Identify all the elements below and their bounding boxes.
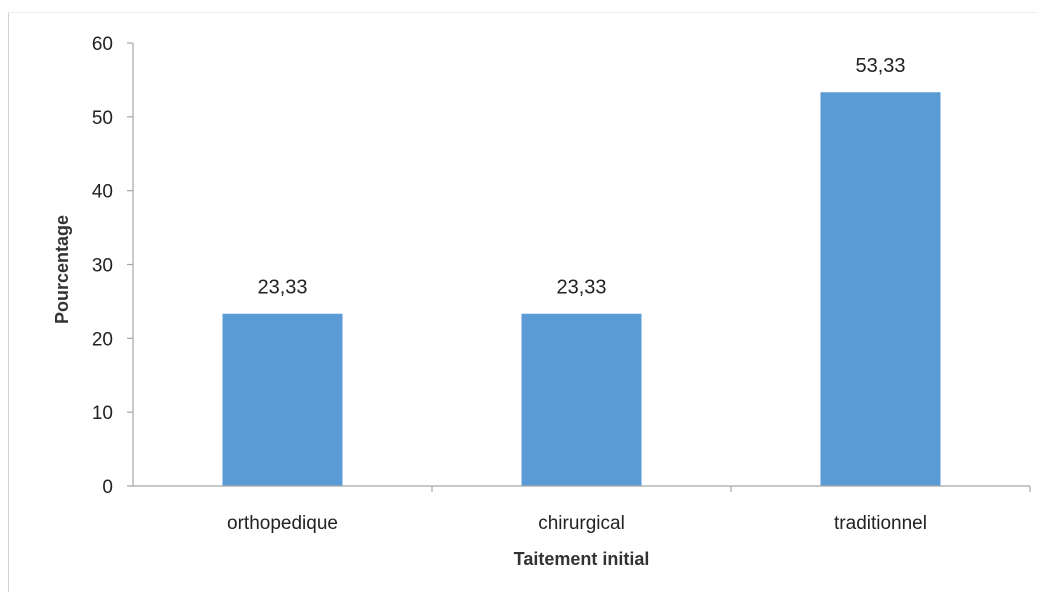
y-tick-label: 0 <box>102 477 113 498</box>
y-tick-label: 30 <box>92 256 113 277</box>
bar-traditionnel <box>820 92 941 487</box>
x-axis-title: Taitement initial <box>514 549 650 569</box>
data-label-chirurgical: 23,33 <box>556 277 606 299</box>
x-tick-label-orthopedique: orthopedique <box>227 513 338 534</box>
data-labels: 23,33 23,33 53,33 <box>257 55 905 299</box>
y-axis-title: Pourcentage <box>52 215 72 324</box>
x-tick-label-traditionnel: traditionnel <box>834 513 927 534</box>
bars <box>222 92 941 487</box>
data-label-traditionnel: 53,33 <box>855 55 905 77</box>
x-tick-label-chirurgical: chirurgical <box>538 513 625 534</box>
y-axis-ticks: 0 10 20 30 40 50 60 <box>92 34 133 498</box>
y-tick-label: 50 <box>92 108 113 129</box>
y-tick-label: 40 <box>92 182 113 203</box>
bar-orthopedique <box>222 313 343 486</box>
bar-chirurgical <box>521 313 642 486</box>
data-label-orthopedique: 23,33 <box>257 277 307 299</box>
y-tick-label: 10 <box>92 403 113 424</box>
y-tick-label: 20 <box>92 329 113 350</box>
y-tick-label: 60 <box>92 34 113 55</box>
x-axis-ticks: orthopedique chirurgical traditionnel <box>227 486 1031 534</box>
chart-frame <box>8 12 1038 592</box>
